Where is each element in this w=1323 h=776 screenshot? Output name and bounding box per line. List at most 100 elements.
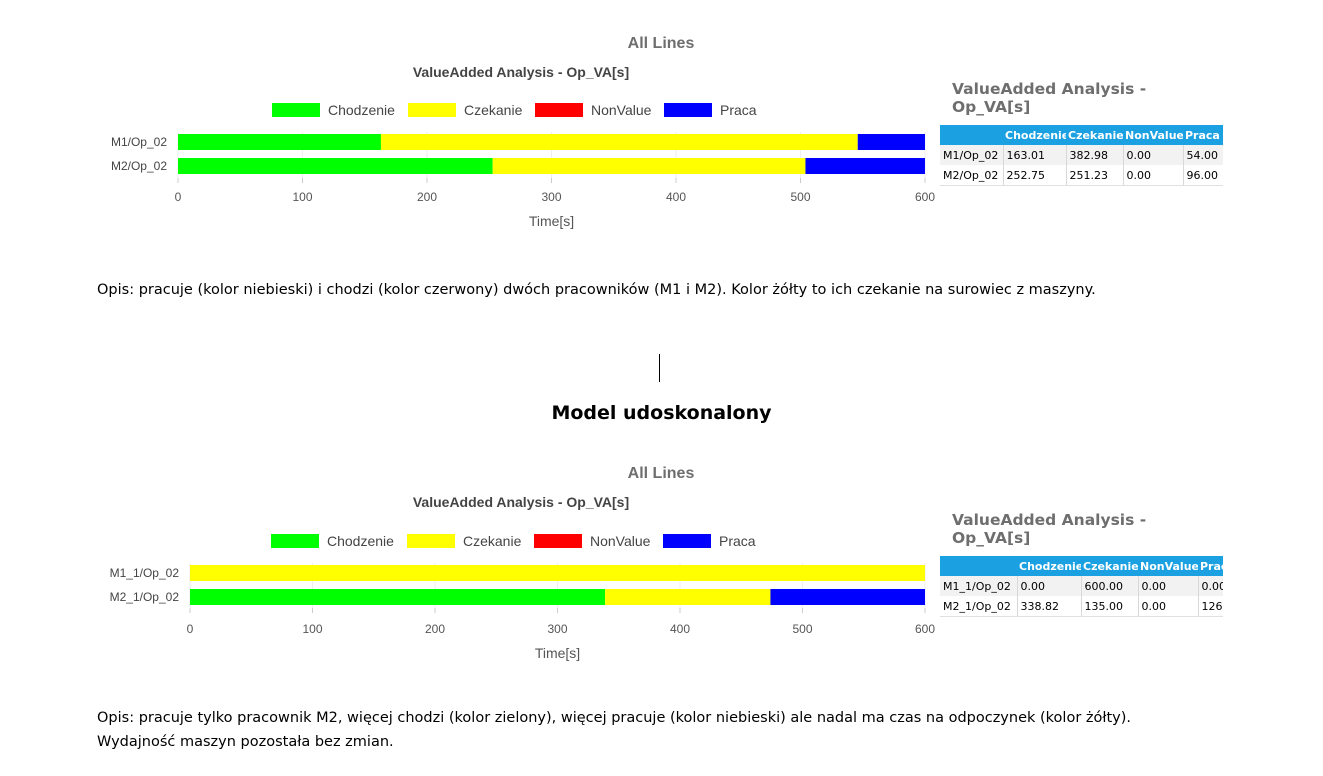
value-added-table: ChodzenieCzekanieNonValuePracM1_1/Op_020… — [940, 556, 1223, 617]
bar-segment — [492, 158, 806, 174]
table-cell: M2_1/Op_02 — [940, 596, 1018, 617]
table-cell: 0.00 — [1123, 145, 1184, 165]
x-tick-label: 600 — [915, 190, 935, 204]
legend-swatch — [407, 534, 455, 548]
x-tick-label: 0 — [175, 190, 182, 204]
category-label: M2_1/Op_02 — [110, 590, 180, 604]
description-line-2: Wydajność maszyn pozostała bez zmian. — [97, 734, 394, 750]
table-cell: M1_1/Op_02 — [940, 576, 1018, 596]
x-axis-title: Time[s] — [529, 213, 574, 229]
category-label: M1_1/Op_02 — [110, 566, 180, 580]
chart-header: All Lines — [628, 35, 695, 52]
table-cell: M2/Op_02 — [940, 165, 1004, 186]
table-cell: 135.00 — [1081, 596, 1139, 617]
stacked-bar-chart-improved: All Lines ValueAdded Analysis - Op_VA[s] C… — [110, 465, 936, 661]
chart-section-improved: All Lines ValueAdded Analysis - Op_VA[s] C… — [0, 430, 1323, 690]
legend-label: NonValue — [590, 533, 651, 549]
description-original: Opis: pracuje (kolor niebieski) i chodzi… — [97, 282, 1096, 298]
legend-label: NonValue — [591, 102, 652, 118]
stacked-bar-chart-original: All Lines ValueAdded Analysis - Op_VA[s] C… — [111, 35, 935, 229]
description-improved: Opis: pracuje tylko pracownik M2, więcej… — [97, 706, 1257, 754]
value-added-table: Chodzenie Czekanie NonValue Praca M1/Op_02 16… — [940, 125, 1223, 186]
table-title: ValueAdded Analysis - Op_VA[s] — [952, 80, 1147, 116]
x-tick-label: 400 — [666, 190, 686, 204]
x-tick-label: 0 — [187, 622, 194, 636]
x-tick-label: 100 — [292, 190, 312, 204]
x-tick-label: 400 — [670, 622, 690, 636]
table-header-cell: Praca — [1183, 125, 1223, 145]
table-header-cell: Czekanie — [1081, 556, 1138, 576]
section-heading: Model udoskonalony — [551, 402, 772, 424]
bar-segment — [178, 158, 493, 174]
category-label: M2/Op_02 — [111, 159, 167, 173]
table-cell: 54.00 — [1183, 145, 1223, 165]
legend-label: Praca — [720, 102, 757, 118]
description-line-1: Opis: pracuje tylko pracownik M2, więcej… — [97, 710, 1132, 726]
table-cell: 163.01 — [1003, 145, 1067, 165]
x-axis-title: Time[s] — [535, 645, 580, 661]
table-header-cell: NonValue — [1138, 556, 1198, 576]
chart-header: All Lines — [628, 465, 695, 482]
table-cell: 0.00 — [1017, 576, 1082, 596]
table-cell: M1/Op_02 — [940, 145, 1004, 165]
legend-swatch — [408, 103, 456, 117]
table-header-cell: Czekanie — [1066, 125, 1123, 145]
legend-label: Czekanie — [464, 102, 523, 118]
table-cell: 0.00 — [1138, 576, 1199, 596]
x-tick-label: 300 — [541, 190, 561, 204]
table-header-cell: Prac — [1198, 556, 1223, 576]
table-cell: 338.82 — [1017, 596, 1082, 617]
table-header-cell: NonValue — [1123, 125, 1183, 145]
chart-section-original: All Lines ValueAdded Analysis - Op_VA[s] C… — [0, 0, 1323, 260]
table-header-cell: Chodzenie — [1003, 125, 1066, 145]
bar-segment — [805, 158, 925, 174]
table-row: M2_1/Op_02 338.82 135.00 0.00 126 — [940, 596, 1223, 617]
table-row: M1/Op_02 163.01 382.98 0.00 54.00 — [940, 145, 1223, 165]
x-tick-label: 200 — [425, 622, 445, 636]
x-tick-label: 500 — [790, 190, 810, 204]
legend-label: Chodzenie — [327, 533, 394, 549]
legend-swatch — [535, 103, 583, 117]
bar-segment — [190, 589, 606, 605]
bar-segment — [178, 134, 381, 150]
legend-label: Chodzenie — [328, 102, 395, 118]
legend-swatch — [534, 534, 582, 548]
bar-segment — [380, 134, 858, 150]
bar-segment — [605, 589, 771, 605]
text-cursor — [659, 354, 660, 382]
legend-swatch — [663, 534, 711, 548]
chart-title: ValueAdded Analysis - Op_VA[s] — [413, 494, 629, 510]
table-title: ValueAdded Analysis - Op_VA[s] — [952, 511, 1147, 547]
table-header-row: Chodzenie Czekanie NonValue Praca — [940, 125, 1223, 145]
table-row: M2/Op_02 252.75 251.23 0.00 96.00 — [940, 165, 1223, 186]
bar-segment — [770, 589, 925, 605]
table-header-cell: Chodzenie — [1017, 556, 1081, 576]
table-cell: 0.00 — [1138, 596, 1199, 617]
x-tick-label: 500 — [792, 622, 812, 636]
bar-segment — [190, 565, 925, 581]
table-cell: 0.00 — [1123, 165, 1184, 186]
x-tick-label: 100 — [302, 622, 322, 636]
legend-swatch — [271, 534, 319, 548]
x-tick-label: 200 — [417, 190, 437, 204]
table-cell: 382.98 — [1066, 145, 1124, 165]
table-header-cell — [940, 125, 1003, 145]
category-label: M1/Op_02 — [111, 135, 167, 149]
bar-segment — [857, 134, 925, 150]
legend-swatch — [664, 103, 712, 117]
table-cell: 96.00 — [1183, 165, 1223, 186]
table-cell: 126 — [1198, 596, 1223, 617]
x-tick-label: 300 — [547, 622, 567, 636]
table-cell: 251.23 — [1066, 165, 1124, 186]
value-added-table-container: Chodzenie Czekanie NonValue Praca M1/Op_02 16… — [940, 125, 1223, 189]
legend-swatch — [272, 103, 320, 117]
value-added-table-container: ChodzenieCzekanieNonValuePracM1_1/Op_020… — [940, 556, 1223, 620]
chart-title: ValueAdded Analysis - Op_VA[s] — [413, 64, 629, 80]
x-tick-label: 600 — [915, 622, 935, 636]
legend-label: Czekanie — [463, 533, 522, 549]
table-cell: 0.00 — [1198, 576, 1223, 596]
legend-label: Praca — [719, 533, 756, 549]
table-cell: 600.00 — [1081, 576, 1139, 596]
